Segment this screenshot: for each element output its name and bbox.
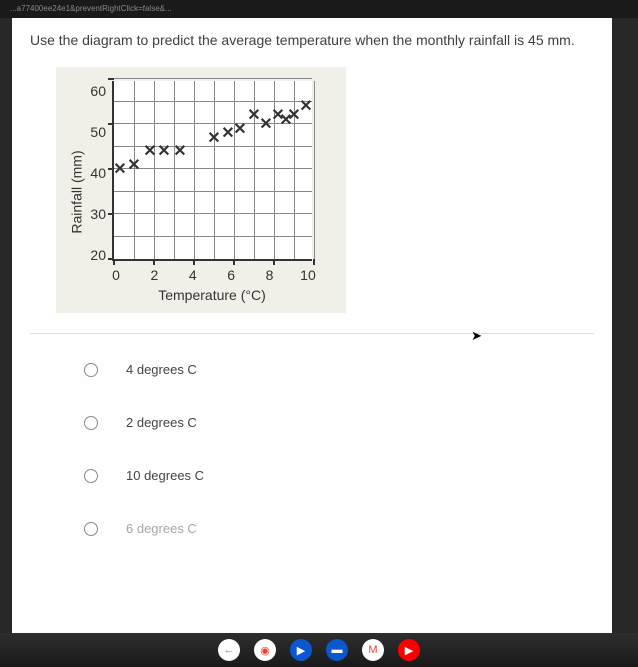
question-text: Use the diagram to predict the average t…	[30, 30, 594, 51]
gridline-v	[234, 81, 235, 259]
answer-option[interactable]: 10 degrees C	[84, 468, 594, 483]
gridline-h	[114, 236, 312, 237]
plot-area: ✕✕✕✕✕✕✕✕✕✕✕✕✕✕	[112, 81, 312, 261]
data-point: ✕	[233, 122, 246, 138]
data-point: ✕	[113, 162, 126, 178]
answer-option[interactable]: 4 degrees C	[84, 362, 594, 377]
gridline-h	[114, 101, 312, 102]
play-icon[interactable]: ▶	[290, 639, 312, 661]
option-label: 10 degrees C	[126, 468, 204, 483]
x-tick-label: 2	[144, 267, 164, 283]
radio-icon[interactable]	[84, 522, 98, 536]
x-tick-label: 8	[260, 267, 280, 283]
x-tick	[273, 259, 275, 265]
x-tick	[193, 259, 195, 265]
gridline-v	[174, 81, 175, 259]
gmail-icon[interactable]: M	[362, 639, 384, 661]
docs-icon[interactable]: ▬	[326, 639, 348, 661]
x-tick	[153, 259, 155, 265]
data-point: ✕	[299, 99, 312, 115]
browser-url-bar: ...a77400ee24e1&preventRightClick=false&…	[0, 0, 638, 18]
data-point: ✕	[157, 144, 170, 160]
y-axis-ticks: 60 50 40 30 20	[88, 83, 112, 263]
y-tick	[108, 78, 114, 80]
x-tick-label: 6	[221, 267, 241, 283]
radio-icon[interactable]	[84, 363, 98, 377]
y-tick	[108, 258, 114, 260]
data-point: ✕	[207, 131, 220, 147]
x-tick-label: 10	[298, 267, 318, 283]
x-tick	[313, 259, 315, 265]
youtube-icon[interactable]: ▶	[398, 639, 420, 661]
radio-icon[interactable]	[84, 416, 98, 430]
chrome-icon[interactable]: ◉	[254, 639, 276, 661]
data-point: ✕	[127, 158, 140, 174]
y-tick-label: 50	[88, 124, 106, 140]
scatter-chart: Rainfall (mm) 6050403020 ✕✕✕✕✕✕✕✕✕✕✕✕✕✕ …	[56, 67, 346, 313]
y-axis-label: Rainfall (mm)	[69, 150, 85, 233]
answer-option[interactable]: 2 degrees C	[84, 415, 594, 430]
mouse-cursor-icon: ➤	[471, 328, 482, 344]
data-point: ✕	[173, 144, 186, 160]
gridline-h	[114, 78, 312, 79]
data-point: ✕	[143, 144, 156, 160]
x-tick	[233, 259, 235, 265]
x-tick-label: 0	[106, 267, 126, 283]
x-axis-ticks: 0 2 4 6 8 10	[106, 267, 318, 283]
x-axis-label: Temperature (°C)	[112, 287, 312, 303]
option-label: 2 degrees C	[126, 415, 197, 430]
y-tick-label: 40	[88, 165, 106, 181]
answer-options: 4 degrees C 2 degrees C 10 degrees C 6 degr…	[84, 362, 594, 536]
y-tick-label: 60	[88, 83, 106, 99]
taskbar: ← ◉ ▶ ▬ M ▶	[0, 633, 638, 667]
answer-option[interactable]: 6 degrees C	[84, 521, 594, 536]
gridline-h	[114, 213, 312, 214]
gridline-v	[154, 81, 155, 259]
y-tick-label: 30	[88, 206, 106, 222]
gridline-h	[114, 191, 312, 192]
y-tick	[108, 213, 114, 215]
gridline-v	[314, 81, 315, 259]
page-content: Use the diagram to predict the average t…	[12, 18, 612, 633]
gridline-v	[194, 81, 195, 259]
option-label: 6 degrees C	[126, 521, 197, 536]
section-divider	[30, 333, 594, 334]
gridline-h	[114, 168, 312, 169]
back-icon[interactable]: ←	[218, 639, 240, 661]
y-tick	[108, 123, 114, 125]
y-axis-label-wrap: Rainfall (mm)	[66, 81, 88, 303]
url-fragment: ...a77400ee24e1&preventRightClick=false&…	[10, 4, 172, 13]
gridline-v	[214, 81, 215, 259]
y-tick-label: 20	[88, 247, 106, 263]
radio-icon[interactable]	[84, 469, 98, 483]
option-label: 4 degrees C	[126, 362, 197, 377]
x-tick-label: 4	[183, 267, 203, 283]
